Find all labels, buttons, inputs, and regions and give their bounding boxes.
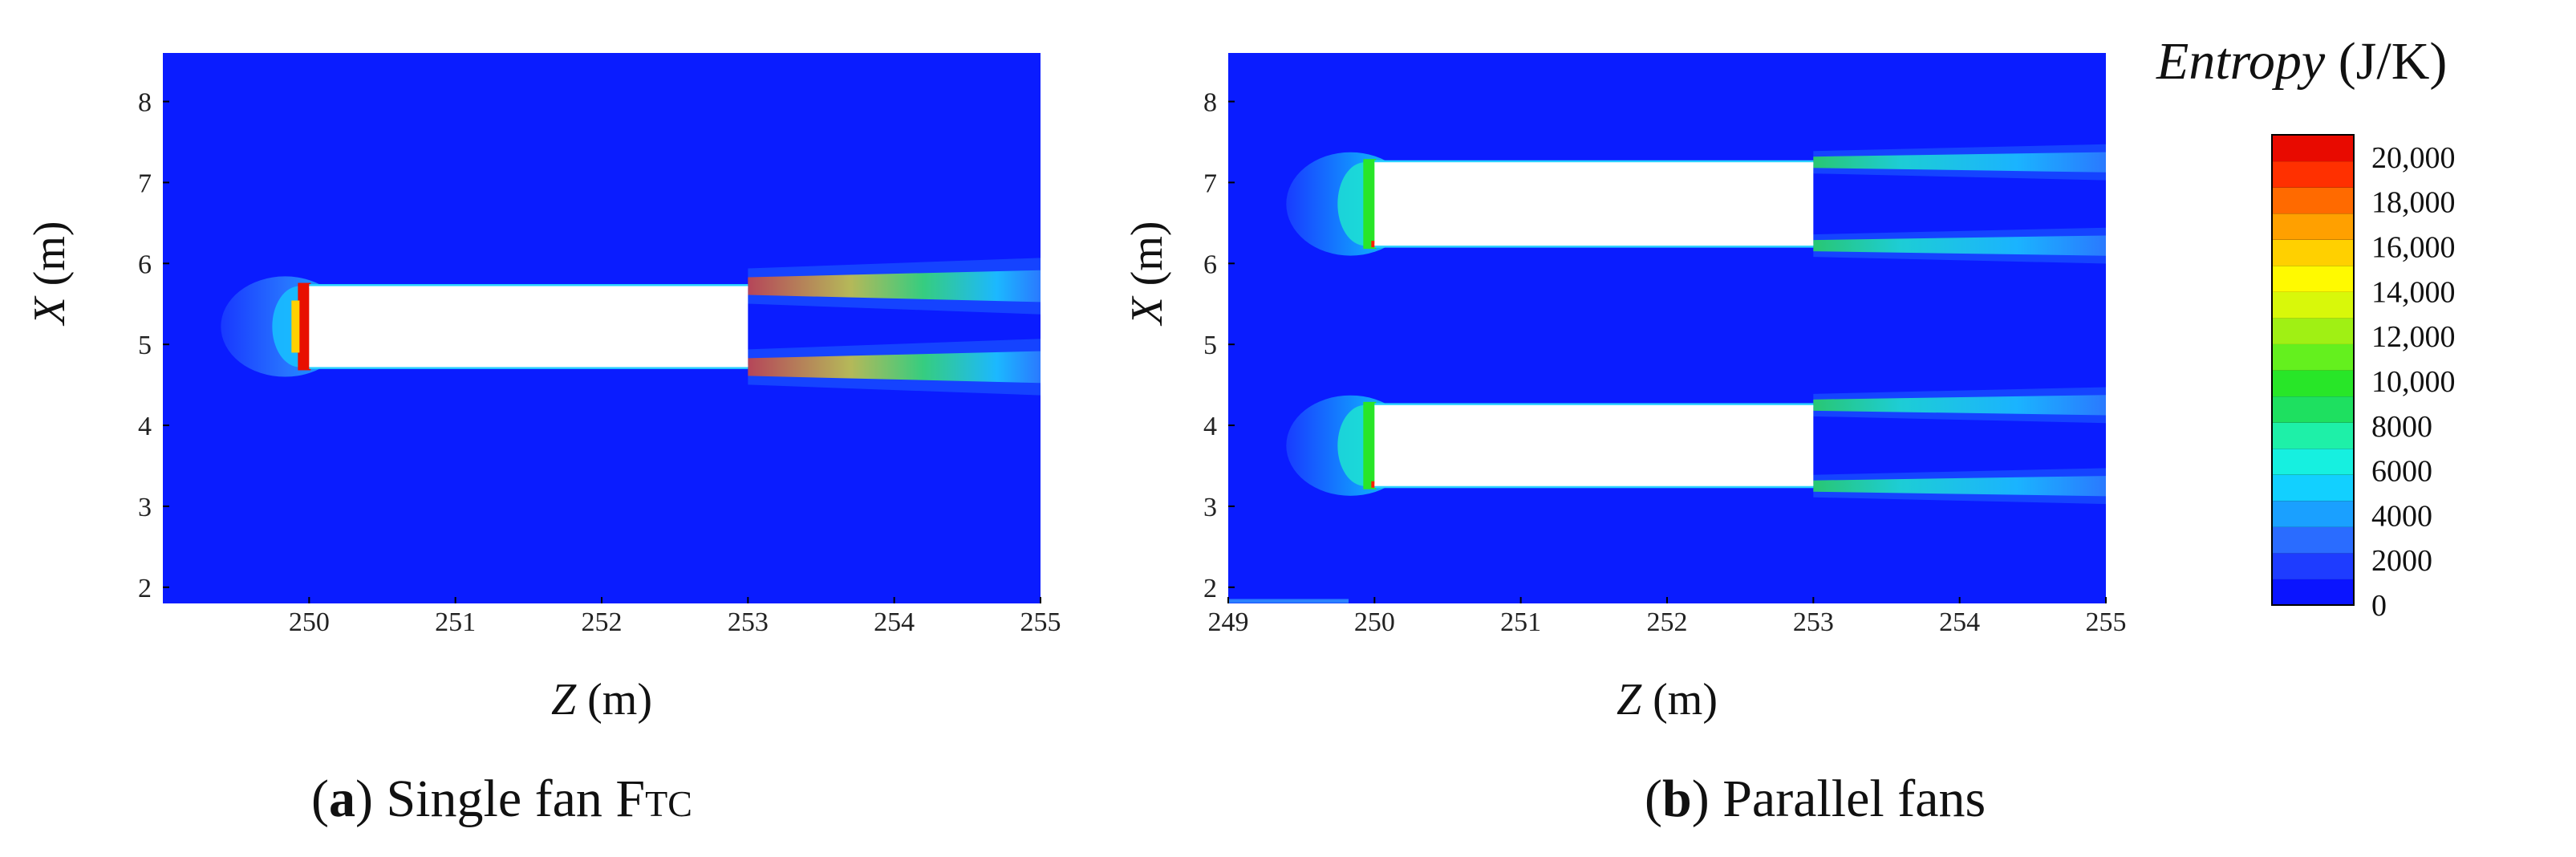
legend-swatch [2272,239,2354,266]
fan-body [1374,162,1814,246]
fan-body [1374,404,1814,486]
legend-swatch [2272,579,2354,606]
legend-swatch [2272,291,2354,319]
legend-swatch [2272,317,2354,344]
panel-a-caption: (a) Single fan FTC [311,770,692,828]
panel-b-features [1228,144,2106,603]
y-tick-label: 3 [138,493,152,522]
wake-halo [748,258,1041,315]
legend-tick-label: 20,000 [2371,141,2456,175]
wake-halo [1813,468,2106,505]
panel-a-y-axis-title: X (m) [25,221,75,326]
y-tick-label: 6 [1203,250,1217,279]
legend-swatch [2272,343,2354,371]
legend-swatch [2272,422,2354,449]
y-tick-label: 8 [1203,88,1217,118]
wake-jet [1813,152,2106,173]
legend-swatch [2272,160,2354,188]
inlet-edge-high-entropy [1363,159,1377,250]
legend-swatch [2272,474,2354,502]
y-tick-label: 6 [138,250,152,279]
x-tick-label: 251 [1500,607,1541,637]
legend-tick-label: 8000 [2371,410,2432,444]
legend-swatches [2271,134,2355,606]
y-tick-label: 7 [138,169,152,198]
y-tick-label: 2 [1203,574,1217,603]
legend-swatch [2272,370,2354,397]
x-tick-label: 255 [2086,607,2127,637]
inlet-edge-mid-entropy [291,300,300,353]
legend-swatch [2272,213,2354,240]
wake-jet [748,351,1041,384]
legend-swatch [2272,552,2354,579]
x-tick-label: 252 [582,607,623,637]
y-tick-label: 2 [138,574,152,603]
legend-tick-label: 18,000 [2371,186,2456,220]
x-tick-label: 255 [1020,607,1061,637]
y-tick-label: 7 [1203,169,1217,198]
y-tick-label: 4 [1203,412,1217,441]
y-tick-label: 5 [138,331,152,360]
fan-body [309,286,748,368]
legend-tick-label: 4000 [2371,499,2432,533]
legend-labels: 20,000 18,000 16,000 14,000 12,000 10,000 8000… [2371,141,2456,623]
x-tick-label: 253 [1793,607,1834,637]
legend-swatch [2272,448,2354,475]
legend-swatch [2272,396,2354,423]
y-tick-label: 8 [138,88,152,118]
panel-a-x-axis-title: Z (m) [551,675,652,725]
panel-b-y-ticks: 2 3 4 5 6 7 8 [1203,88,1235,603]
legend-swatch [2272,500,2354,527]
x-tick-label: 249 [1208,607,1249,637]
legend-tick-label: 2000 [2371,544,2432,578]
wake-jet [748,270,1041,303]
panel-b-field [1228,53,2106,603]
panel-b: 249 250 251 252 253 254 255 2 3 4 5 6 7 8 Z (m) X (m… [1122,53,2127,828]
legend-swatch [2272,135,2354,162]
legend-swatch [2272,187,2354,214]
legend-title: Entropy (J/K) [2156,32,2447,91]
wake-halo [748,339,1041,396]
legend-swatch [2272,265,2354,292]
panel-a-y-ticks: 2 3 4 5 6 7 8 [138,88,169,603]
panel-a-features [221,258,1041,396]
wake-jet [1813,395,2106,416]
x-tick-label: 252 [1647,607,1688,637]
x-tick-label: 254 [874,607,915,637]
inlet-edge-high-entropy [1363,401,1377,489]
legend-tick-label: 10,000 [2371,365,2456,399]
legend-tick-label: 12,000 [2371,320,2456,354]
y-tick-label: 5 [1203,331,1217,360]
wake-halo [1813,144,2106,181]
inlet-edge-high-entropy [298,282,311,371]
panel-b-caption: (b) Parallel fans [1645,770,1986,828]
panel-b-x-axis-title: Z (m) [1617,675,1718,725]
y-tick-label: 3 [1203,493,1217,522]
y-tick-label: 4 [138,412,152,441]
colorbar-legend: Entropy (J/K) 20,000 18,000 16,000 14,000 12… [2156,32,2456,623]
x-tick-label: 253 [728,607,769,637]
wake-jet [1813,476,2106,497]
legend-tick-label: 14,000 [2371,275,2456,309]
wake-jet [1813,235,2106,256]
x-tick-label: 254 [1939,607,1980,637]
x-tick-label: 250 [289,607,330,637]
legend-tick-label: 0 [2371,589,2387,623]
x-tick-label: 251 [435,607,476,637]
wake-halo [1813,227,2106,264]
legend-tick-label: 6000 [2371,455,2432,489]
x-tick-label: 250 [1354,607,1395,637]
panel-b-x-ticks: 249 250 251 252 253 254 255 [1208,597,2127,637]
wake-halo [1813,387,2106,424]
legend-swatch [2272,526,2354,554]
panel-a-x-ticks: 250 251 252 253 254 255 [289,597,1061,637]
legend-frame [2271,134,2355,606]
legend-tick-label: 16,000 [2371,231,2456,265]
panel-a: 250 251 252 253 254 255 2 3 4 5 6 7 8 Z (m) X (m) (… [25,53,1061,828]
panel-b-y-axis-title: X (m) [1122,221,1172,326]
